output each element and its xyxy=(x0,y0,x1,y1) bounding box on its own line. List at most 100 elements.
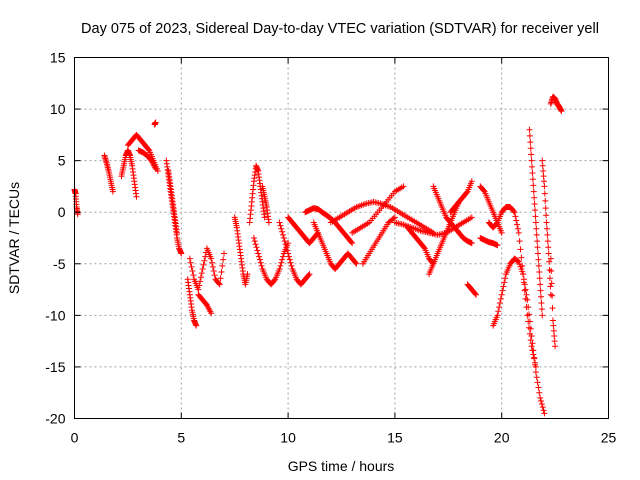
data-point xyxy=(550,322,557,329)
series-arc33 xyxy=(526,126,546,319)
data-point xyxy=(544,231,551,238)
data-point xyxy=(513,217,520,224)
data-point xyxy=(211,272,218,279)
data-point xyxy=(463,189,470,196)
data-point xyxy=(532,213,539,220)
data-point xyxy=(539,404,546,411)
data-point xyxy=(515,229,522,236)
data-point xyxy=(526,311,533,318)
data-point xyxy=(197,274,204,281)
data-point xyxy=(216,281,223,288)
data-point xyxy=(257,259,264,266)
data-point xyxy=(278,259,285,266)
data-point xyxy=(537,281,544,288)
data-point xyxy=(529,176,536,183)
data-point xyxy=(219,262,226,269)
data-point xyxy=(391,214,398,221)
data-point xyxy=(529,163,536,170)
data-point xyxy=(543,225,550,232)
data-point xyxy=(525,304,532,311)
data-point xyxy=(288,262,295,269)
data-point xyxy=(215,280,222,287)
data-point xyxy=(468,214,475,221)
data-layer xyxy=(71,93,565,417)
data-point xyxy=(526,318,533,325)
series-arc29 xyxy=(477,183,505,236)
data-point xyxy=(250,235,257,241)
data-point xyxy=(547,291,554,298)
x-tick-label: 5 xyxy=(177,430,185,446)
x-tick-label: 25 xyxy=(601,430,617,446)
data-point xyxy=(306,271,313,278)
series-arc35 xyxy=(547,255,559,350)
data-point xyxy=(220,256,227,263)
data-point xyxy=(352,259,359,266)
data-point xyxy=(258,262,265,269)
data-point xyxy=(251,238,258,245)
data-point xyxy=(533,374,540,381)
data-point xyxy=(276,265,283,272)
data-point xyxy=(535,262,542,269)
data-point xyxy=(547,283,554,290)
data-point xyxy=(497,295,504,302)
y-tick-label: 15 xyxy=(50,50,66,66)
series-arc05 xyxy=(135,147,159,172)
data-point xyxy=(202,253,209,260)
data-point xyxy=(278,225,285,232)
data-point xyxy=(480,187,487,194)
data-point xyxy=(420,244,427,251)
data-point xyxy=(190,272,197,279)
data-point xyxy=(197,278,204,285)
y-tick-label: -15 xyxy=(45,359,65,375)
data-point xyxy=(527,337,534,344)
data-point xyxy=(541,410,548,417)
data-point xyxy=(498,229,505,236)
data-point xyxy=(209,259,216,266)
series-arc22 xyxy=(359,214,398,267)
data-point xyxy=(305,272,312,279)
data-point xyxy=(514,221,521,228)
series-arc17 xyxy=(285,214,322,247)
series-arc02 xyxy=(101,152,116,195)
data-point xyxy=(195,286,202,293)
data-point xyxy=(518,254,525,261)
data-point xyxy=(199,265,206,272)
data-point xyxy=(533,225,540,232)
series-arc19 xyxy=(310,219,360,272)
data-point xyxy=(541,183,548,190)
x-tick-label: 0 xyxy=(71,430,79,446)
series-arc08 xyxy=(165,167,181,236)
data-point xyxy=(287,259,294,266)
data-point xyxy=(271,277,278,284)
data-point xyxy=(532,361,539,368)
data-point xyxy=(546,258,553,265)
data-point xyxy=(218,269,225,276)
data-point xyxy=(545,244,552,251)
data-point xyxy=(532,207,539,214)
data-point xyxy=(543,219,550,226)
data-point xyxy=(538,397,545,404)
data-point xyxy=(527,139,534,146)
data-point xyxy=(390,215,397,222)
data-point xyxy=(200,261,207,268)
y-tick-label: -20 xyxy=(45,411,65,427)
data-point xyxy=(512,213,519,220)
data-point xyxy=(548,280,555,287)
chart-title: Day 075 of 2023, Sidereal Day-to-day VTE… xyxy=(81,21,599,37)
data-point xyxy=(551,338,558,345)
data-point xyxy=(252,241,259,248)
data-point xyxy=(279,231,286,238)
data-point xyxy=(285,250,292,257)
data-point xyxy=(208,255,215,262)
data-point xyxy=(500,283,507,290)
data-point xyxy=(496,304,503,311)
data-point xyxy=(528,157,535,164)
x-axis-label: GPS time / hours xyxy=(288,458,395,474)
y-tick-label: 5 xyxy=(58,153,66,169)
data-point xyxy=(544,238,551,245)
data-point xyxy=(542,205,549,212)
data-point xyxy=(529,170,536,177)
data-point xyxy=(528,343,535,350)
series-arc21 xyxy=(349,183,407,236)
data-point xyxy=(348,239,355,246)
